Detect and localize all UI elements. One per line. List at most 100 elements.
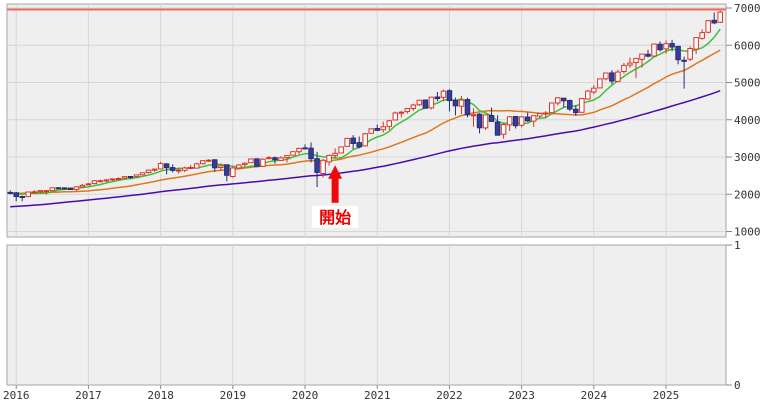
candle: [193, 162, 200, 169]
candle: [218, 163, 224, 171]
candle: [242, 162, 248, 168]
candle: [488, 107, 495, 122]
x-axis-label: 2023: [508, 389, 535, 402]
candle: [157, 161, 164, 170]
candle: [645, 49, 651, 58]
start-annotation-arrow: [328, 165, 343, 203]
candle: [476, 113, 483, 134]
candle: [500, 123, 507, 139]
y-axis-label: 3000: [734, 151, 761, 164]
candle: [13, 192, 19, 202]
candle: [67, 187, 74, 191]
candle: [73, 186, 80, 192]
x-axis-label: 2024: [581, 389, 608, 402]
candle: [609, 70, 615, 85]
candle: [151, 168, 158, 172]
candle: [597, 78, 603, 89]
candle: [290, 151, 296, 156]
candle: [37, 190, 44, 194]
candle: [705, 19, 711, 34]
candle: [627, 57, 633, 68]
candle: [212, 159, 218, 172]
candle: [524, 112, 531, 122]
candle: [404, 108, 411, 114]
candle: [410, 103, 417, 111]
x-axis-label: 2022: [436, 389, 463, 402]
candle: [344, 137, 350, 147]
candle: [296, 147, 302, 155]
candle: [85, 183, 92, 186]
candle: [127, 176, 134, 179]
candle: [338, 146, 344, 154]
candle: [91, 180, 98, 185]
candle: [260, 158, 266, 168]
candle: [386, 120, 393, 130]
start-annotation-label: 開始: [319, 208, 351, 227]
candle: [254, 158, 260, 167]
candle: [19, 195, 25, 202]
x-axis-label: 2019: [220, 389, 247, 402]
candle: [356, 136, 362, 149]
candle: [49, 187, 56, 192]
candle: [248, 158, 254, 164]
candle: [603, 72, 609, 81]
candle: [266, 156, 272, 160]
candle: [362, 132, 368, 147]
x-axis-label: 2021: [364, 389, 391, 402]
candle: [187, 164, 194, 169]
candle: [145, 169, 152, 174]
candle: [272, 156, 278, 164]
candle: [199, 160, 206, 165]
candle: [506, 116, 513, 131]
candle: [115, 177, 122, 180]
candle: [392, 111, 399, 121]
candle: [675, 45, 681, 65]
candle: [224, 164, 230, 182]
candle: [615, 69, 621, 83]
candle: [518, 116, 525, 128]
candle: [314, 151, 320, 188]
y-axis-label: 7000: [734, 2, 761, 15]
y-axis-label: 2000: [734, 188, 761, 201]
candle: [651, 43, 657, 57]
x-axis-label: 2020: [292, 389, 319, 402]
candle: [494, 115, 501, 136]
candle: [452, 97, 459, 116]
candle: [61, 187, 68, 190]
candle: [693, 37, 699, 54]
candle: [79, 183, 86, 188]
candle: [711, 12, 717, 25]
candle: [482, 114, 489, 131]
candle: [687, 46, 693, 61]
candle: [350, 135, 356, 150]
sub-axis-label: 1: [734, 239, 741, 252]
candle: [512, 116, 519, 129]
candle: [573, 105, 579, 116]
candle: [639, 53, 645, 68]
candle: [139, 172, 146, 176]
candle: [25, 191, 31, 198]
candle: [109, 178, 116, 182]
candle: [440, 89, 447, 102]
candles-layer: [7, 10, 723, 202]
candle: [121, 176, 128, 180]
ma-line-20: [10, 49, 721, 194]
candle: [663, 40, 669, 54]
candle: [7, 190, 13, 195]
candle: [55, 187, 62, 190]
candle: [633, 57, 639, 79]
candle: [585, 90, 591, 100]
candle: [567, 99, 573, 111]
candle: [542, 111, 549, 118]
candle: [43, 190, 50, 195]
candle: [428, 96, 435, 110]
candle: [284, 155, 290, 163]
candle: [206, 159, 212, 162]
candle: [530, 115, 537, 127]
candle: [368, 128, 374, 134]
x-axis-label: 2018: [147, 389, 174, 402]
sub-axis-label: 0: [734, 379, 741, 392]
candle: [669, 39, 675, 52]
